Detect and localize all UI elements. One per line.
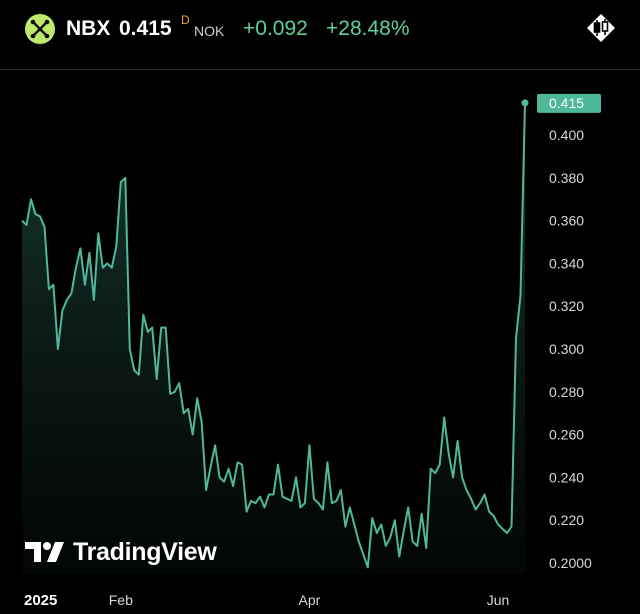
last-value-label-text: 0.415 xyxy=(549,95,584,111)
price-area-chart[interactable]: 0.400 0.380 0.360 0.340 0.320 0.300 0.280 0.260… xyxy=(0,71,640,614)
last-price: 0.415 xyxy=(119,17,172,40)
tradingview-watermark: TradingView xyxy=(73,538,217,566)
tradingview-logo-icon xyxy=(25,542,64,562)
y-tick-label: 0.400 xyxy=(549,127,584,143)
y-tick-label: 0.380 xyxy=(549,170,584,186)
price-area-fill xyxy=(22,102,525,575)
y-tick-label: 0.240 xyxy=(549,469,584,485)
y-tick-label: 0.300 xyxy=(549,341,584,357)
x-tick-label: Apr xyxy=(299,592,321,608)
last-value-label: 0.415 xyxy=(537,93,601,113)
price-line xyxy=(21,102,526,569)
y-tick-label: 0.260 xyxy=(549,427,584,443)
symbol-name[interactable]: NBX xyxy=(66,17,111,40)
y-tick-label: 0.2000 xyxy=(549,555,592,571)
x-axis: 2025 Feb Apr Jun xyxy=(24,592,509,609)
price-change: +0.092 xyxy=(243,17,308,40)
nbx-x-logo-icon xyxy=(25,14,55,44)
y-tick-label: 0.280 xyxy=(549,384,584,400)
y-tick-label: 0.340 xyxy=(549,255,584,271)
interval-tag: D xyxy=(181,13,190,27)
x-tick-label: 2025 xyxy=(24,592,57,609)
y-tick-label: 0.320 xyxy=(549,298,584,314)
last-price-dot xyxy=(521,99,529,107)
x-tick-label: Feb xyxy=(109,592,133,608)
y-tick-label: 0.220 xyxy=(549,512,584,528)
price-change-percent: +28.48% xyxy=(326,17,410,40)
y-tick-label: 0.360 xyxy=(549,213,584,229)
last-value-label-bg xyxy=(537,93,601,113)
currency-label: NOK xyxy=(194,23,225,39)
y-axis: 0.400 0.380 0.360 0.340 0.320 0.300 0.280 0.260… xyxy=(549,127,592,571)
candlestick-chart-icon[interactable] xyxy=(585,12,617,44)
x-tick-label: Jun xyxy=(487,592,510,608)
symbol-header: NBX 0.415 D NOK +0.092 +28.48% xyxy=(0,0,640,70)
